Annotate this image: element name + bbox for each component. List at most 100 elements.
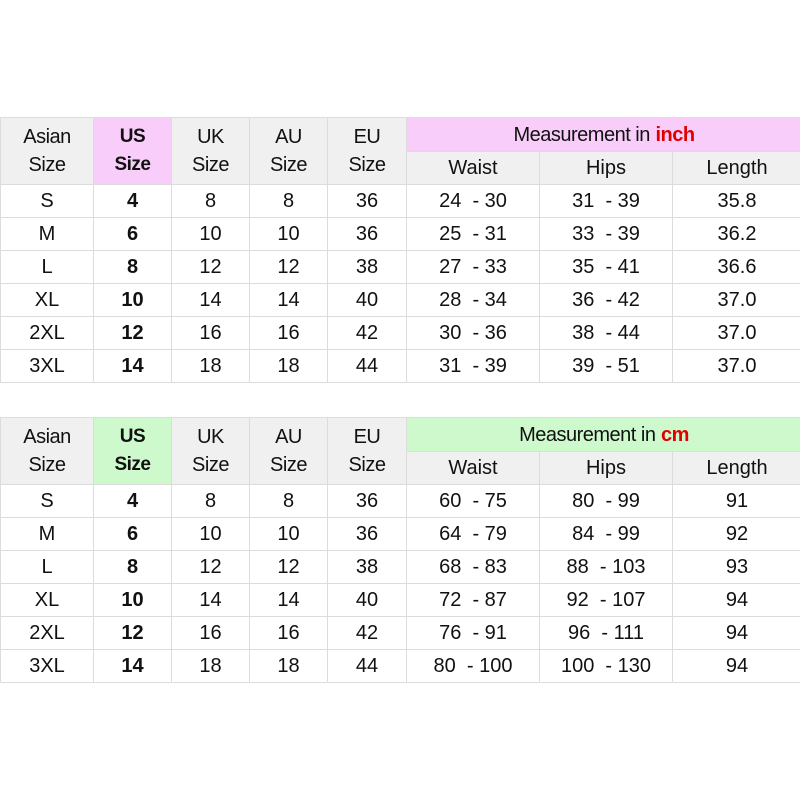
cell-length: 36.6 (671, 250, 800, 284)
cell-asian: 2XL (0, 316, 94, 350)
cell-eu: 38 (327, 250, 407, 284)
cell-hips: 38 - 44 (539, 316, 673, 350)
header-eu: EU Size (327, 117, 407, 185)
measurement-prefix: Measurement in (513, 123, 650, 146)
cell-length: 94 (671, 649, 800, 683)
cell-eu: 36 (327, 484, 407, 518)
header-eu-line1: EU (353, 126, 381, 148)
header-waist: Waist (406, 451, 540, 485)
cell-length: 91 (671, 484, 800, 518)
cell-uk: 12 (171, 250, 250, 284)
cell-asian: XL (0, 583, 94, 617)
header-uk-line2: Size (192, 454, 229, 476)
cell-eu: 44 (327, 349, 407, 383)
table-row: M 6 10 10 36 25 - 31 33 - 39 36.2 (0, 217, 800, 251)
cell-us: 14 (93, 649, 172, 683)
cell-hips: 39 - 51 (539, 349, 673, 383)
cell-us: 12 (93, 316, 172, 350)
cell-us: 8 (93, 550, 172, 584)
cell-au: 10 (249, 217, 328, 251)
cell-uk: 14 (171, 283, 250, 317)
header-length: Length (671, 151, 800, 185)
cell-waist: 28 - 34 (406, 283, 540, 317)
table-row: XL 10 14 14 40 28 - 34 36 - 42 37.0 (0, 283, 800, 317)
cell-asian: M (0, 217, 94, 251)
cell-eu: 38 (327, 550, 407, 584)
cell-length: 37.0 (671, 316, 800, 350)
header-asian: Asian Size (0, 117, 94, 185)
size-chart-inch: Asian Size US Size UK Size AU Size EU Size Measure… (0, 117, 800, 383)
cell-au: 14 (249, 583, 328, 617)
header-hips: Hips (539, 151, 673, 185)
table-row: S 4 8 8 36 60 - 75 80 - 99 91 (0, 484, 800, 518)
header-asian-line2: Size (28, 454, 66, 476)
cell-us: 4 (93, 184, 172, 218)
header-asian: Asian Size (0, 417, 94, 485)
cell-asian: L (0, 250, 94, 284)
cell-asian: 3XL (0, 349, 94, 383)
cell-hips: 35 - 41 (539, 250, 673, 284)
cell-us: 12 (93, 616, 172, 650)
header-us-line1: US (119, 126, 146, 147)
table-row: S 4 8 8 36 24 - 30 31 - 39 35.8 (0, 184, 800, 218)
cell-eu: 36 (327, 517, 407, 551)
table-row: XL 10 14 14 40 72 - 87 92 - 107 94 (0, 583, 800, 617)
cell-eu: 36 (327, 184, 407, 218)
cell-asian: XL (0, 283, 94, 317)
cell-asian: S (0, 484, 94, 518)
header-eu: EU Size (327, 417, 407, 485)
header-eu-line2: Size (348, 454, 386, 476)
cell-length: 35.8 (671, 184, 800, 218)
cell-hips: 92 - 107 (539, 583, 673, 617)
cell-length: 36.2 (671, 217, 800, 251)
cell-hips: 96 - 111 (539, 616, 673, 650)
cell-eu: 44 (327, 649, 407, 683)
cell-uk: 16 (171, 616, 250, 650)
cell-eu: 42 (327, 616, 407, 650)
header-hips: Hips (539, 451, 673, 485)
cell-uk: 8 (171, 184, 250, 218)
cell-hips: 31 - 39 (539, 184, 673, 218)
cell-waist: 60 - 75 (406, 484, 540, 518)
table-row: M 6 10 10 36 64 - 79 84 - 99 92 (0, 517, 800, 551)
cell-uk: 18 (171, 349, 250, 383)
header-uk: UK Size (171, 417, 250, 485)
cell-length: 92 (671, 517, 800, 551)
cell-us: 4 (93, 484, 172, 518)
cell-eu: 40 (327, 583, 407, 617)
cell-us: 6 (93, 217, 172, 251)
cell-au: 16 (249, 616, 328, 650)
header-asian-line1: Asian (23, 426, 71, 448)
cell-length: 37.0 (671, 349, 800, 383)
cell-waist: 68 - 83 (406, 550, 540, 584)
cell-us: 6 (93, 517, 172, 551)
cell-au: 12 (249, 250, 328, 284)
cell-waist: 72 - 87 (406, 583, 540, 617)
cell-waist: 27 - 33 (406, 250, 540, 284)
header-eu-line2: Size (348, 154, 386, 176)
cell-au: 8 (249, 484, 328, 518)
header-length: Length (671, 451, 800, 485)
header-au-line1: AU (275, 126, 302, 148)
measurement-unit: inch (655, 123, 695, 146)
cell-hips: 33 - 39 (539, 217, 673, 251)
cell-length: 94 (671, 616, 800, 650)
cell-waist: 24 - 30 (406, 184, 540, 218)
cell-waist: 80 - 100 (406, 649, 540, 683)
cell-uk: 16 (171, 316, 250, 350)
cell-hips: 80 - 99 (539, 484, 673, 518)
cell-hips: 84 - 99 (539, 517, 673, 551)
header-waist: Waist (406, 151, 540, 185)
table-row: L 8 12 12 38 27 - 33 35 - 41 36.6 (0, 250, 800, 284)
cell-waist: 25 - 31 (406, 217, 540, 251)
measurement-unit: cm (661, 423, 689, 446)
cell-au: 14 (249, 283, 328, 317)
cell-waist: 76 - 91 (406, 616, 540, 650)
cell-au: 12 (249, 550, 328, 584)
header-au-line1: AU (275, 426, 302, 448)
header-us-line2: Size (114, 454, 151, 475)
cell-uk: 14 (171, 583, 250, 617)
header-uk-line1: UK (197, 126, 224, 148)
header-asian-line1: Asian (23, 126, 71, 148)
cell-uk: 10 (171, 517, 250, 551)
